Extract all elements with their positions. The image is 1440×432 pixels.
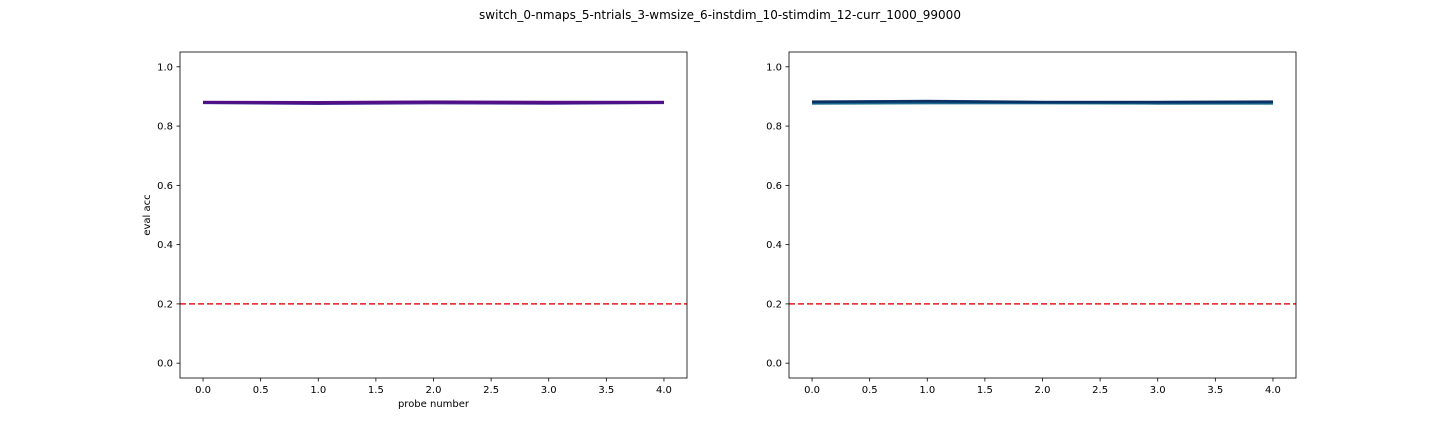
x-tick-label: 3.0 <box>541 385 557 396</box>
x-tick-label: 1.5 <box>977 385 993 396</box>
x-tick-label: 4.0 <box>656 385 672 396</box>
x-tick-label: 0.5 <box>253 385 269 396</box>
y-tick-label: 0.4 <box>157 240 173 251</box>
right-subplot: 0.0 0.5 1.0 1.5 2.0 2.5 3.0 3.5 4.0 0.0 0.2 0.4 0.6 0… <box>766 51 1297 396</box>
y-tick-label: 1.0 <box>157 62 173 73</box>
y-tick-label: 0.0 <box>766 359 782 370</box>
left-subplot: 0.0 0.5 1.0 1.5 2.0 2.5 3.0 3.5 4.0 0.0 0.2 0.4 0.6 0… <box>142 51 688 410</box>
y-tick-label: 0.2 <box>157 299 173 310</box>
x-tick-label: 0.5 <box>862 385 878 396</box>
y-tick-label: 0.8 <box>157 122 173 133</box>
figure-suptitle: switch_0-nmaps_5-ntrials_3-wmsize_6-inst… <box>479 8 961 22</box>
x-tick-label: 4.0 <box>1265 385 1281 396</box>
x-tick-label: 0.0 <box>804 385 820 396</box>
y-tick-label: 0.2 <box>766 299 782 310</box>
x-tick-label: 3.0 <box>1150 385 1166 396</box>
x-tick-label: 2.5 <box>1092 385 1108 396</box>
x-tick-label: 0.0 <box>195 385 211 396</box>
series-line-4 <box>811 100 1274 104</box>
y-tick-label: 0.6 <box>157 181 173 192</box>
x-tick-label: 1.5 <box>368 385 384 396</box>
y-axis-label: eval acc <box>142 194 153 235</box>
x-tick-label: 1.0 <box>310 385 326 396</box>
x-tick-label: 2.0 <box>426 385 442 396</box>
y-tick-label: 0.6 <box>766 181 782 192</box>
y-tick-label: 0.0 <box>157 359 173 370</box>
y-tick-label: 0.4 <box>766 240 782 251</box>
x-tick-label: 3.5 <box>1207 385 1223 396</box>
x-tick-label: 2.0 <box>1035 385 1051 396</box>
series-line-4 <box>202 101 665 104</box>
y-tick-label: 0.8 <box>766 122 782 133</box>
x-tick-label: 1.0 <box>919 385 935 396</box>
x-axis-label: probe number <box>398 399 470 410</box>
x-tick-label: 2.5 <box>483 385 499 396</box>
y-tick-label: 1.0 <box>766 62 782 73</box>
x-tick-label: 3.5 <box>598 385 614 396</box>
